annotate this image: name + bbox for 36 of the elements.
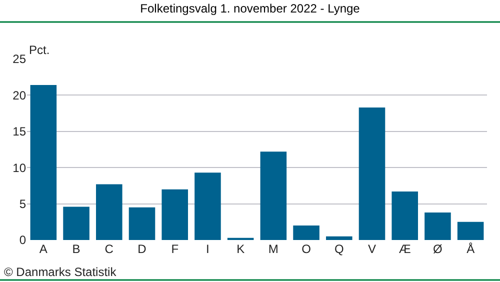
bar [96, 184, 122, 240]
x-tick-label: I [206, 242, 210, 256]
bar [358, 108, 386, 240]
x-tick-label: M [268, 242, 278, 256]
bar [260, 152, 287, 240]
y-tick-label: 0 [19, 233, 26, 248]
y-tick-label: 10 [12, 160, 26, 175]
text: © Danmarks Statistik [4, 265, 118, 279]
x-tick-label: Ø [433, 242, 442, 256]
bar [424, 212, 451, 240]
y-tick-label: 25 [12, 52, 26, 66]
bar [162, 189, 188, 240]
x-tick-label: A [39, 242, 48, 256]
x-tick-label: Q [334, 242, 344, 256]
x-tick-label: Æ [398, 242, 411, 256]
bar [30, 85, 57, 240]
bar [128, 207, 156, 240]
x-tick-label: Å [466, 242, 475, 256]
x-tick-label: D [138, 242, 147, 256]
bar [194, 172, 221, 240]
y-axis-title: Pct. [29, 43, 50, 57]
y-tick-label: 20 [12, 88, 26, 102]
bar [457, 222, 484, 240]
x-tick-label: V [368, 242, 376, 256]
bar [326, 236, 352, 240]
x-tick-label: F [171, 242, 179, 256]
y-tick-label: 5 [19, 197, 26, 211]
x-tick-label: C [104, 242, 114, 256]
bar [392, 191, 418, 240]
chart-title: Folketingsvalg 1. november 2022 - Lynge [140, 1, 360, 16]
x-tick-label: B [72, 242, 80, 256]
y-tick-label: 15 [12, 124, 26, 139]
x-tick-label: K [236, 242, 245, 256]
x-tick-label: O [302, 242, 311, 256]
bar [63, 206, 90, 240]
bar [293, 226, 320, 240]
